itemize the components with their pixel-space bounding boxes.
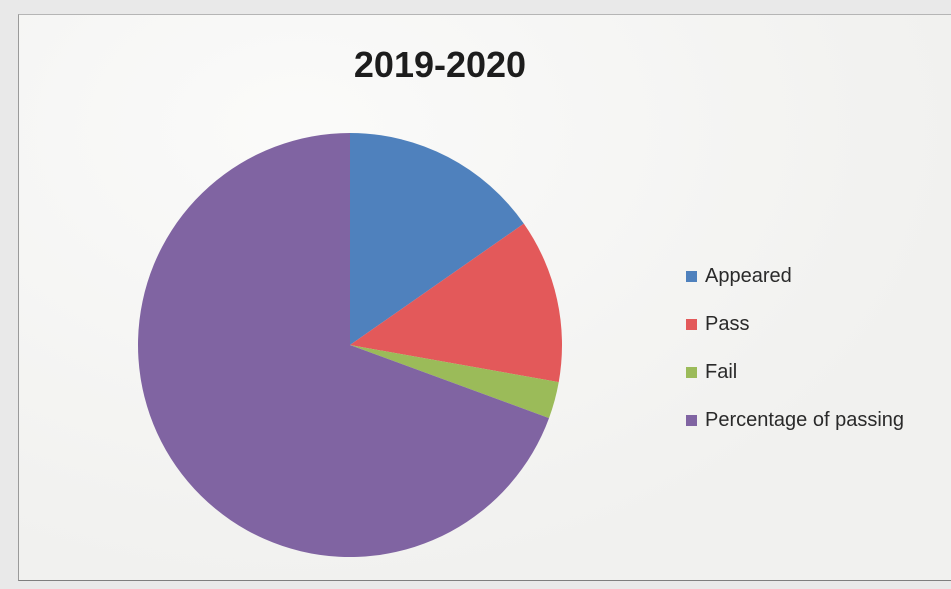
legend-label-pass: Pass	[705, 312, 750, 335]
legend-swatch-fail	[686, 366, 697, 378]
legend-item-pass: Pass	[686, 300, 904, 348]
legend-label-fail: Fail	[705, 360, 738, 383]
legend-label-percentage-of-passing: Percentage of passing	[705, 408, 905, 431]
chart-title: 2019-2020	[353, 44, 527, 85]
legend-item-appeared: Appeared	[686, 252, 904, 300]
pie-slice-pass	[350, 223, 562, 383]
legend-swatch-appeared	[686, 270, 697, 282]
legend: Appeared Pass Fail Percentage of passing	[686, 252, 904, 444]
pie-slice-appeared	[350, 133, 524, 345]
pie-slice-percentage-of-passing	[137, 133, 550, 557]
legend-item-fail: Fail	[686, 348, 904, 396]
pie-slice-fail	[350, 345, 559, 419]
legend-swatch-percentage-of-passing	[686, 414, 697, 426]
legend-label-appeared: Appeared	[705, 264, 792, 287]
legend-swatch-pass	[686, 318, 697, 330]
legend-item-percentage-of-passing: Percentage of passing	[686, 396, 904, 444]
